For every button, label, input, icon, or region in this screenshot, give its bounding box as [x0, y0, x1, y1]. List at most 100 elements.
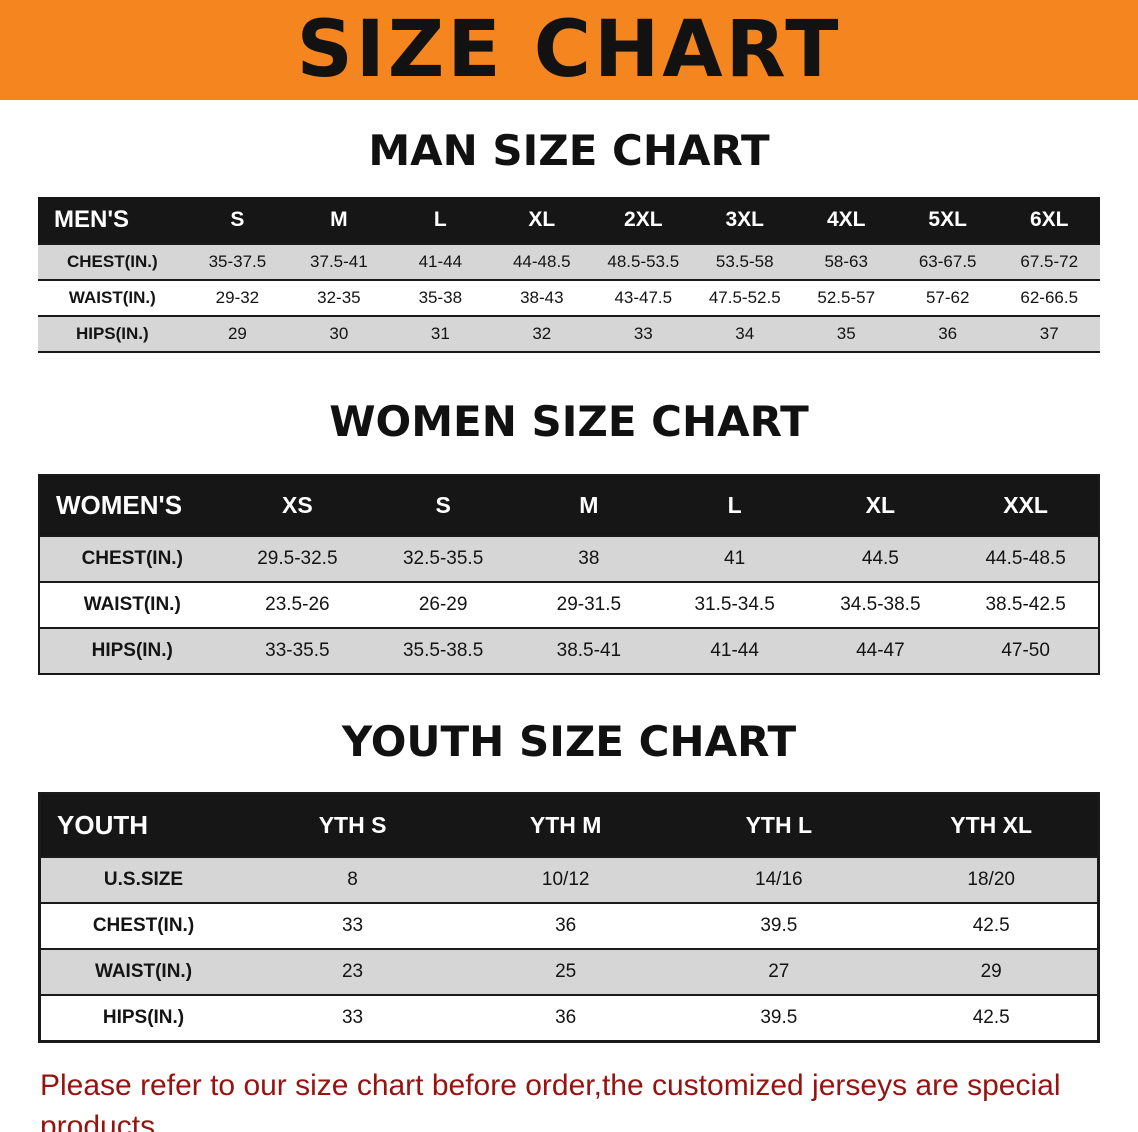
row-label: CHEST(IN.): [92, 915, 195, 936]
column-header: 6XL: [998, 197, 1100, 244]
table-cell: 47.5-52.5: [708, 288, 781, 307]
table-cell: 43-47.5: [614, 288, 673, 307]
column-header: L: [389, 197, 492, 244]
table-cell: 36: [555, 1007, 577, 1028]
column-header: YTH S: [246, 793, 460, 857]
table-cell: 35.5-38.5: [402, 640, 484, 661]
table-corner-label: WOMEN'S: [39, 475, 225, 536]
table-cell: 31.5-34.5: [694, 594, 775, 615]
table-cell: 26-29: [418, 594, 468, 615]
column-header: 4XL: [795, 197, 897, 244]
table-cell: 41-44: [710, 640, 759, 661]
table-row: WAIST(IN.) 23.5-26 26-29 29-31.5 31.5-34.5 34…: [39, 582, 1099, 628]
row-label: U.S.SIZE: [103, 869, 184, 890]
table-cell: 23.5-26: [265, 594, 330, 615]
table-cell: 33: [633, 324, 653, 343]
men-section-heading: MAN SIZE CHART: [368, 126, 770, 175]
table-row: U.S.SIZE 8 10/12 14/16 18/20: [39, 857, 1099, 903]
table-cell: 41-44: [418, 252, 463, 271]
table-corner-label: MEN'S: [38, 197, 187, 244]
table-row: WAIST(IN.) 23 25 27 29: [39, 949, 1099, 995]
table-row: CHEST(IN.) 35-37.5 37.5-41 41-44 44-48.5 48.5…: [38, 244, 1100, 280]
table-cell: 62-66.5: [1020, 288, 1079, 307]
table-cell: 38-43: [520, 288, 564, 307]
table-cell: 25: [555, 961, 577, 982]
column-header: M: [516, 475, 662, 536]
table-cell: 44-47: [856, 640, 905, 661]
table-cell: 39.5: [760, 1007, 798, 1028]
header-row: YOUTH YTH S YTH M YTH L YTH XL: [39, 793, 1099, 857]
table-cell: 35-38: [418, 288, 463, 307]
column-header: S: [186, 197, 289, 244]
youth-section: YOUTH SIZE CHART YOUTH YTH S YTH M YTH L YTH…: [38, 717, 1100, 1043]
table-cell: 33: [341, 915, 364, 936]
youth-size-table: YOUTH YTH S YTH M YTH L YTH XL U.S.SIZE 8 10/12…: [38, 792, 1100, 1043]
table-cell: 36: [555, 915, 577, 936]
table-cell: 44-48.5: [512, 252, 571, 271]
men-section: MAN SIZE CHART MEN'S S M L XL 2XL 3XL 4XL 5XL 6XL…: [38, 126, 1100, 353]
table-cell: 8: [347, 869, 358, 890]
table-cell: 29: [227, 324, 247, 343]
footer-notice: Please refer to our size chart before or…: [38, 1065, 1100, 1132]
women-size-table: WOMEN'S XS S M L XL XXL CHEST(IN.) 29.5-32.5 32.5…: [38, 474, 1100, 675]
header-row: MEN'S S M L XL 2XL 3XL 4XL 5XL 6XL: [38, 197, 1100, 244]
table-cell: 58-63: [824, 252, 868, 271]
table-cell: 10/12: [541, 869, 590, 890]
table-cell: 37.5-41: [310, 252, 368, 271]
women-section: WOMEN SIZE CHART WOMEN'S XS S M L XL XXL CHEST(…: [38, 397, 1100, 675]
table-cell: 29-31.5: [556, 594, 622, 615]
table-cell: 37: [1039, 324, 1059, 343]
table-cell: 27: [768, 961, 790, 982]
table-cell: 32-35: [317, 288, 361, 307]
table-cell: 47-50: [1001, 640, 1050, 661]
notice-line-1: Please refer to our size chart before or…: [40, 1069, 1061, 1132]
row-label: CHEST(IN.): [67, 252, 158, 271]
table-cell: 34: [735, 324, 755, 343]
column-header: YTH L: [672, 793, 886, 857]
column-header: XS: [224, 475, 371, 536]
column-header: YTH XL: [885, 793, 1099, 857]
column-header: L: [661, 475, 808, 536]
header-row: WOMEN'S XS S M L XL XXL: [39, 475, 1099, 536]
table-cell: 35-37.5: [208, 252, 267, 271]
table-row: CHEST(IN.) 29.5-32.5 32.5-35.5 38 41 44.5 44.5…: [39, 536, 1099, 582]
table-cell: 42.5: [972, 915, 1010, 936]
table-cell: 39.5: [760, 915, 798, 936]
table-cell: 38.5-42.5: [985, 594, 1066, 615]
table-cell: 29.5-32.5: [257, 548, 338, 569]
table-cell: 31: [430, 324, 450, 343]
table-cell: 52.5-57: [817, 288, 876, 307]
women-section-heading: WOMEN SIZE CHART: [329, 397, 809, 446]
table-cell: 63-67.5: [918, 252, 977, 271]
column-header: XL: [491, 197, 593, 244]
banner-title: SIZE CHART: [296, 5, 842, 95]
row-label: HIPS(IN.): [102, 1007, 185, 1028]
table-cell: 36: [938, 324, 958, 343]
table-row: HIPS(IN.) 33 36 39.5 42.5: [39, 995, 1099, 1042]
table-row: HIPS(IN.) 33-35.5 35.5-38.5 38.5-41 41-44 44-…: [39, 628, 1099, 674]
page-content: MAN SIZE CHART MEN'S S M L XL 2XL 3XL 4XL 5XL 6XL…: [0, 126, 1138, 1132]
table-row: HIPS(IN.) 29 30 31 32 33 34 35 36 37: [38, 316, 1100, 352]
table-cell: 67.5-72: [1020, 252, 1079, 271]
table-cell: 29: [980, 961, 1002, 982]
column-header: 3XL: [694, 197, 796, 244]
table-row: WAIST(IN.) 29-32 32-35 35-38 38-43 43-47.5 47.…: [38, 280, 1100, 316]
table-cell: 23: [341, 961, 364, 982]
men-size-table: MEN'S S M L XL 2XL 3XL 4XL 5XL 6XL CHEST(IN.) 35-37…: [38, 197, 1100, 353]
table-cell: 48.5-53.5: [607, 252, 680, 271]
table-cell: 38: [578, 548, 600, 569]
row-label: HIPS(IN.): [75, 324, 149, 343]
table-cell: 18/20: [967, 869, 1015, 890]
table-cell: 42.5: [972, 1007, 1010, 1028]
table-cell: 32.5-35.5: [402, 548, 484, 569]
column-header: XL: [807, 475, 954, 536]
column-header: YTH M: [459, 793, 673, 857]
column-header: M: [288, 197, 390, 244]
banner: SIZE CHART: [0, 0, 1138, 100]
table-cell: 34.5-38.5: [840, 594, 921, 615]
row-label: WAIST(IN.): [83, 594, 181, 615]
table-row: CHEST(IN.) 33 36 39.5 42.5: [39, 903, 1099, 949]
row-label: HIPS(IN.): [91, 640, 173, 661]
table-cell: 57-62: [925, 288, 970, 307]
table-cell: 32: [532, 324, 552, 343]
